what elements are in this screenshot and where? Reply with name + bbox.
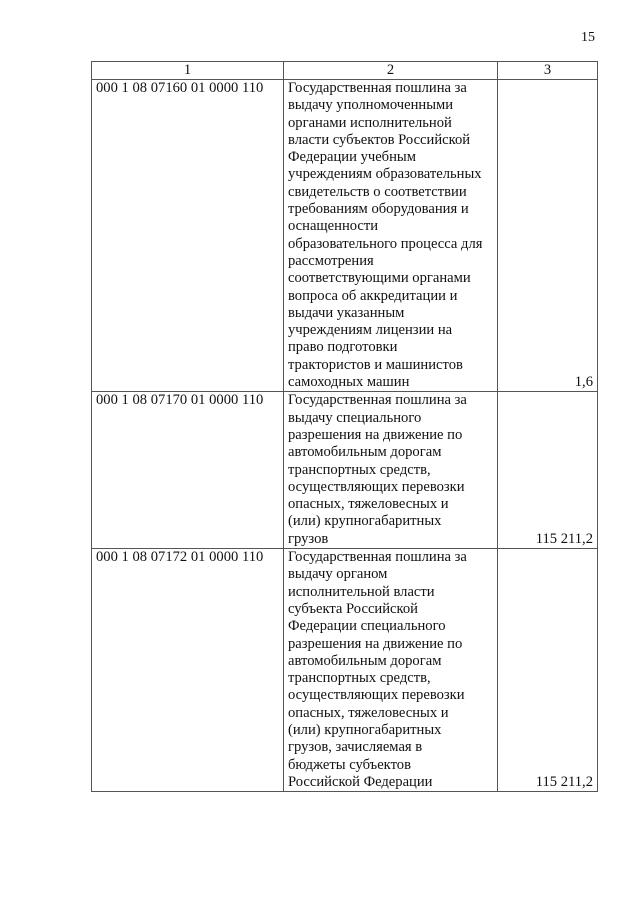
description-line: автомобильным дорогам [288, 444, 442, 461]
description-line: Государственная пошлина за [288, 392, 467, 409]
page-number: 15 [581, 30, 595, 45]
budget-classification-code: 000 1 08 07160 01 0000 110 [91, 78, 284, 393]
amount: 115 211,2 [497, 391, 598, 550]
description-line: выдачу уполномоченными [288, 97, 454, 114]
amount: 1,6 [497, 78, 598, 393]
description-line: оснащенности [288, 218, 379, 235]
description-line: (или) крупногабаритных [288, 721, 442, 738]
description-line: власти субъектов Российской [288, 131, 471, 148]
amount: 115 211,2 [497, 548, 598, 793]
description-line: опасных, тяжеловесных и [288, 704, 449, 721]
description-line: грузов [288, 530, 329, 547]
description-line: транспортных средств, [288, 461, 431, 478]
table-header-row: 1 2 3 [91, 61, 598, 80]
description-line: осуществляющих перевозки [288, 687, 465, 704]
revenue-description: Государственная пошлина за выдачу органом… [283, 548, 498, 793]
description-line: бюджеты субъектов [288, 756, 411, 773]
description-line: требованиям оборудования и [288, 201, 469, 218]
description-line: трактористов и машинистов [288, 356, 463, 373]
description-line: учреждениям лицензии на [288, 322, 453, 339]
description-line: самоходных машин [288, 374, 410, 391]
description-line: выдачу специального [288, 409, 422, 426]
description-line: субъекта Российской [288, 600, 418, 617]
description-line: Российской Федерации [288, 773, 433, 790]
description-line: грузов, зачисляемая в [288, 739, 423, 756]
description-line: образовательного процесса для [288, 235, 483, 252]
revenue-description: Государственная пошлина за выдачу специал… [283, 391, 498, 550]
revenue-description: Государственная пошлина за выдачу уполном… [283, 78, 498, 393]
table-row: 000 1 08 07170 01 0000 110 Государственна… [91, 391, 598, 550]
description-line: выдачи указанным [288, 304, 405, 321]
budget-classification-code: 000 1 08 07170 01 0000 110 [91, 391, 284, 550]
table-row: 000 1 08 07172 01 0000 110 Государственна… [91, 548, 598, 793]
budget-classification-code: 000 1 08 07172 01 0000 110 [91, 548, 284, 793]
description-line: исполнительной власти [288, 583, 435, 600]
column-header-2: 2 [283, 61, 498, 80]
description-line: учреждениям образовательных [288, 166, 482, 183]
description-line: осуществляющих перевозки [288, 478, 465, 495]
description-line: Федерации учебным [288, 149, 416, 166]
column-header-3: 3 [497, 61, 598, 80]
description-line: вопроса об аккредитации и [288, 287, 458, 304]
description-line: право подготовки [288, 339, 398, 356]
description-line: разрешения на движение по [288, 635, 463, 652]
table-row: 000 1 08 07160 01 0000 110 Государственна… [91, 78, 598, 393]
description-line: выдачу органом [288, 566, 388, 583]
description-line: Государственная пошлина за [288, 80, 467, 96]
description-line: свидетельств о соответствии [288, 183, 467, 200]
description-line: транспортных средств, [288, 670, 431, 687]
description-line: Федерации специального [288, 618, 446, 635]
description-line: опасных, тяжеловесных и [288, 496, 449, 513]
column-header-1: 1 [91, 61, 284, 80]
description-line: разрешения на движение по [288, 426, 463, 443]
description-line: (или) крупногабаритных [288, 513, 442, 530]
description-line: рассмотрения [288, 252, 374, 269]
description-line: автомобильным дорогам [288, 652, 442, 669]
description-line: соответствующими органами [288, 270, 471, 287]
description-line: органами исполнительной [288, 114, 452, 131]
revenue-table: 1 2 3 000 1 08 07160 01 0000 110 Государс… [91, 61, 598, 793]
description-line: Государственная пошлина за [288, 549, 467, 566]
